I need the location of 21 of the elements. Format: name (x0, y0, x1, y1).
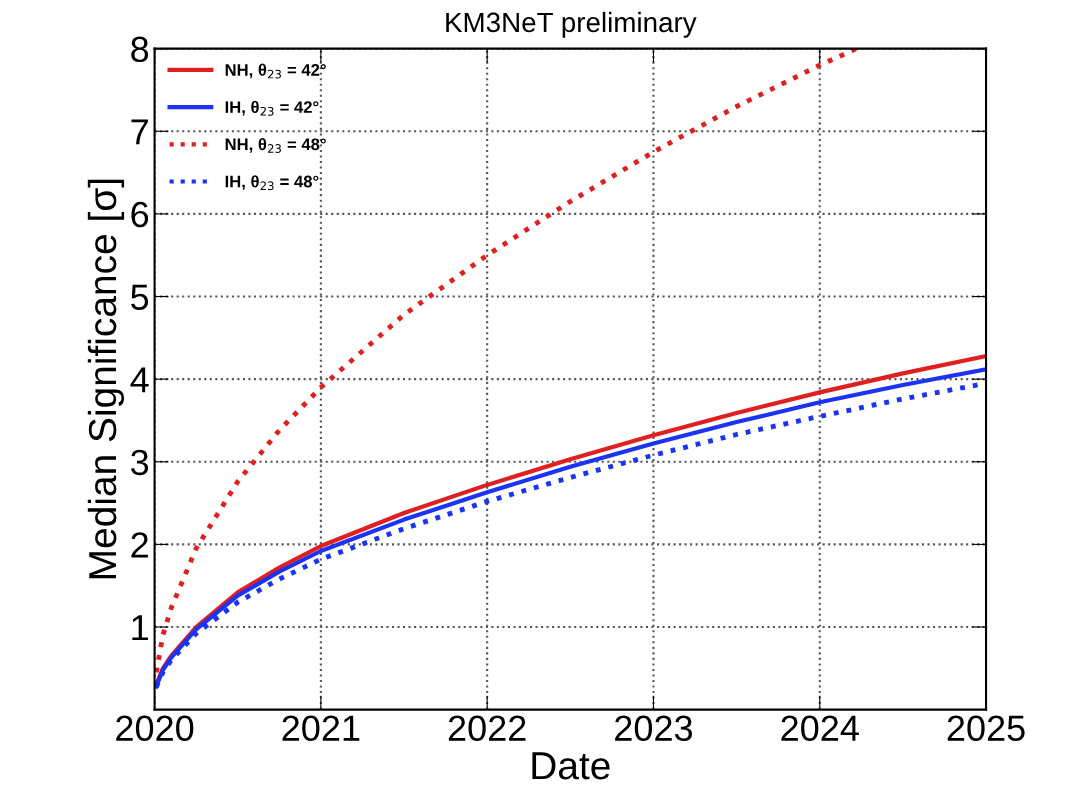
y-tick-label: 8 (131, 36, 149, 63)
y-tick-label: 5 (131, 284, 149, 310)
x-tick-label: 2020 (116, 715, 194, 742)
x-tick-label: 2022 (448, 715, 526, 742)
legend-label: IH, θ$_{23}$ = 48° (225, 175, 319, 191)
x-tick-label: 2023 (615, 715, 693, 742)
y-tick-label: 2 (131, 532, 148, 558)
y-tick-label: 6 (131, 201, 149, 228)
y-tick-label: 7 (131, 119, 148, 145)
x-axis-title: Date (532, 752, 610, 780)
y-axis-title: Median Significance [σ] (87, 179, 125, 579)
x-tick-label: 2021 (282, 715, 360, 742)
x-tick-label: 2025 (947, 715, 1025, 742)
legend-label: NH, θ$_{23}$ = 48° (225, 137, 326, 153)
y-tick-label: 1 (132, 615, 148, 641)
legend-label: IH, θ$_{23}$ = 42° (225, 100, 319, 116)
y-tick-label: 4 (130, 367, 149, 393)
chart-title: KM3NeT preliminary (446, 11, 697, 38)
x-tick-label: 2024 (781, 715, 859, 742)
legend-label: NH, θ$_{23}$ = 42° (225, 63, 326, 79)
y-tick-label: 3 (131, 449, 149, 476)
